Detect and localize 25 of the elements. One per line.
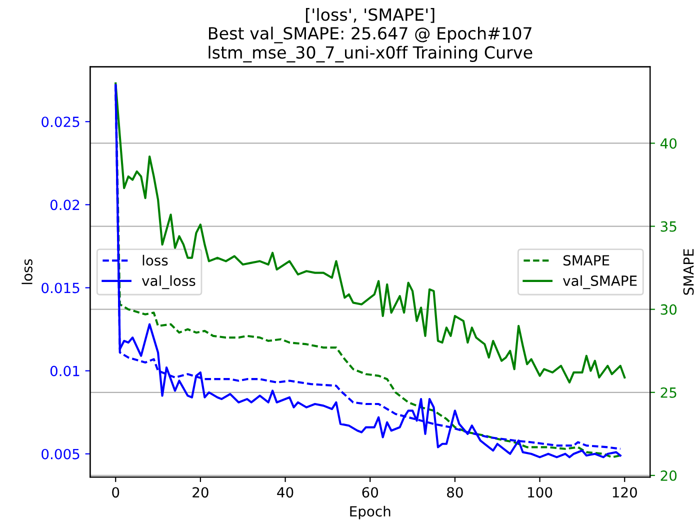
- x-tick-label: 80: [447, 487, 463, 498]
- chart-title: ['loss', 'SMAPE'] Best val_SMAPE: 25.647 @ Epoch#107 lstm_mse_30_7_uni-x0ff Training Curve: [208, 8, 532, 62]
- y-tick-label: 0.005: [42, 448, 80, 460]
- y-tick-label: 0.015: [42, 282, 80, 294]
- legend-label: loss: [142, 254, 168, 266]
- y2-axis-title: SMAPE: [683, 249, 694, 295]
- y-axis-title: loss: [22, 259, 32, 284]
- x-tick-label: 120: [612, 487, 637, 498]
- y-tick-label: 0.02: [50, 200, 80, 210]
- y2-tick-label: 20: [660, 470, 677, 481]
- x-tick-label: 100: [528, 487, 552, 498]
- y2-tick-label: 35: [660, 221, 676, 232]
- y-tick-label: 0.025: [42, 116, 80, 128]
- y-tick-label: 0.01: [50, 366, 80, 376]
- legend-label: SMAPE: [564, 255, 610, 266]
- y2-tick-label: 25: [660, 387, 676, 398]
- x-tick-label: 0: [112, 487, 120, 498]
- x-tick-label: 40: [277, 487, 294, 498]
- x-tick-label: 60: [362, 487, 378, 498]
- y2-tick-label: 30: [660, 304, 677, 315]
- x-tick-label: 20: [192, 487, 208, 498]
- legend-label: val_loss: [142, 275, 196, 290]
- x-axis-title: Epoch: [350, 506, 390, 520]
- legend-label: val_SMAPE: [562, 275, 637, 290]
- y2-tick-label: 40: [660, 138, 677, 149]
